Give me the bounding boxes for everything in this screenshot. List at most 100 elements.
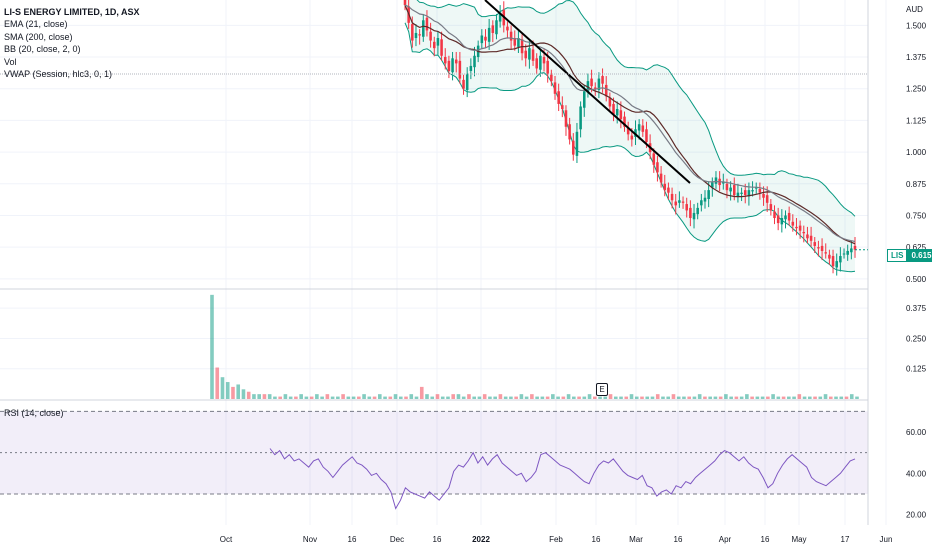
volume-bar [739, 396, 744, 399]
candle-body [667, 187, 670, 193]
volume-bar [813, 396, 817, 399]
legend-vwap[interactable]: VWAP (Session, hlc3, 0, 1) [4, 69, 113, 80]
volume-bar [619, 396, 623, 399]
volume-bar [634, 396, 639, 399]
volume-bar [718, 396, 723, 399]
volume-bar [509, 396, 513, 399]
volume-bar [676, 396, 681, 399]
candle-body [743, 190, 747, 196]
volume-bar [257, 394, 261, 399]
volume-bar [587, 394, 592, 399]
candle-body [714, 177, 718, 184]
bb-upper-line [416, 0, 856, 217]
candle-body [700, 200, 703, 206]
volume-bar [346, 396, 351, 399]
legend-vol[interactable]: Vol [4, 56, 17, 67]
volume-bar [215, 367, 220, 399]
rsi-legend[interactable]: RSI (14, close) [4, 408, 64, 418]
volume-bar [320, 396, 324, 399]
candle-body [473, 55, 476, 68]
candle-body [531, 49, 535, 61]
volume-bar [440, 396, 445, 399]
volume-bar [708, 396, 712, 399]
bollinger-bands [404, 0, 856, 273]
candle-body [436, 38, 440, 46]
volume-bar [724, 394, 728, 399]
time-tick-label: Nov [303, 535, 317, 544]
volume-bar [309, 396, 314, 399]
volume-bar [519, 394, 524, 399]
volume-bar [808, 396, 812, 399]
volume-bar [472, 396, 476, 399]
volume-bar [503, 396, 508, 399]
volume-bars [210, 294, 859, 399]
volume-bar [766, 396, 770, 399]
candle-body [754, 187, 758, 189]
volume-bar [629, 394, 634, 399]
trend-line[interactable] [484, 0, 691, 184]
earnings-marker[interactable]: E [596, 383, 608, 396]
price-tick-label: 0.875 [906, 180, 927, 189]
volume-bar [278, 396, 282, 399]
candle-body [747, 190, 751, 197]
time-tick-label: 16 [433, 535, 442, 544]
volume-bar [802, 396, 807, 399]
volume-bar [697, 394, 702, 399]
volume-bar [682, 396, 686, 399]
volume-bar [378, 394, 382, 399]
candle-body [462, 79, 465, 89]
candle-body [707, 190, 710, 200]
volume-bar [524, 396, 529, 399]
candle-body [656, 162, 659, 173]
volume-bar [540, 396, 545, 399]
candle-body [418, 34, 421, 36]
volume-bar [446, 396, 450, 399]
ema-line [404, 4, 856, 243]
candle-body [685, 204, 688, 211]
candle-body [568, 124, 571, 140]
volume-bar [566, 394, 571, 399]
time-axis: Oct Nov 16 Dec 16 2022 Feb 16 Mar 16 Apr 16 May 17 Jun [220, 535, 893, 544]
candle-body [670, 193, 674, 201]
candle-body [403, 0, 407, 6]
volume-bar [729, 396, 733, 399]
volume-bar [425, 394, 429, 399]
candle-body [575, 131, 579, 156]
candle-body [674, 201, 678, 206]
legend-sma[interactable]: SMA (200, close) [4, 31, 73, 42]
volume-bar [294, 396, 298, 399]
volume-bar [336, 396, 340, 399]
candle-body [582, 91, 586, 108]
volume-bar [787, 396, 791, 399]
candle-body [524, 50, 528, 59]
legend-bb[interactable]: BB (20, close, 2, 0) [4, 44, 81, 55]
time-tick-label: Feb [549, 535, 563, 544]
candle-body [850, 248, 853, 253]
candle-body [809, 235, 813, 241]
candle-body [787, 212, 791, 221]
candle-body [513, 38, 517, 46]
volume-bar [299, 394, 303, 399]
symbol-title[interactable]: LI-S ENERGY LIMITED, 1D, ASX [4, 7, 140, 17]
volume-bar [430, 396, 435, 399]
volume-bar [362, 394, 366, 399]
candle-body [604, 84, 608, 97]
volume-bar [482, 394, 487, 399]
candle-body [824, 252, 828, 254]
time-tick-label: Dec [390, 535, 404, 544]
candle-body [623, 116, 626, 127]
candle-body [495, 20, 498, 35]
volume-tick-label: 0.125 [906, 365, 927, 374]
volume-bar [855, 396, 859, 399]
rsi-tick-label: 20.00 [906, 511, 927, 520]
volume-bar [839, 396, 844, 399]
candle-body [517, 38, 520, 47]
time-tick-label: Jun [880, 535, 893, 544]
legend-ema[interactable]: EMA (21, close) [4, 19, 68, 30]
candle-body [564, 110, 568, 127]
volume-bar [561, 396, 566, 399]
candle-body [835, 261, 838, 268]
candle-body [626, 128, 630, 135]
candle-body [791, 221, 795, 226]
